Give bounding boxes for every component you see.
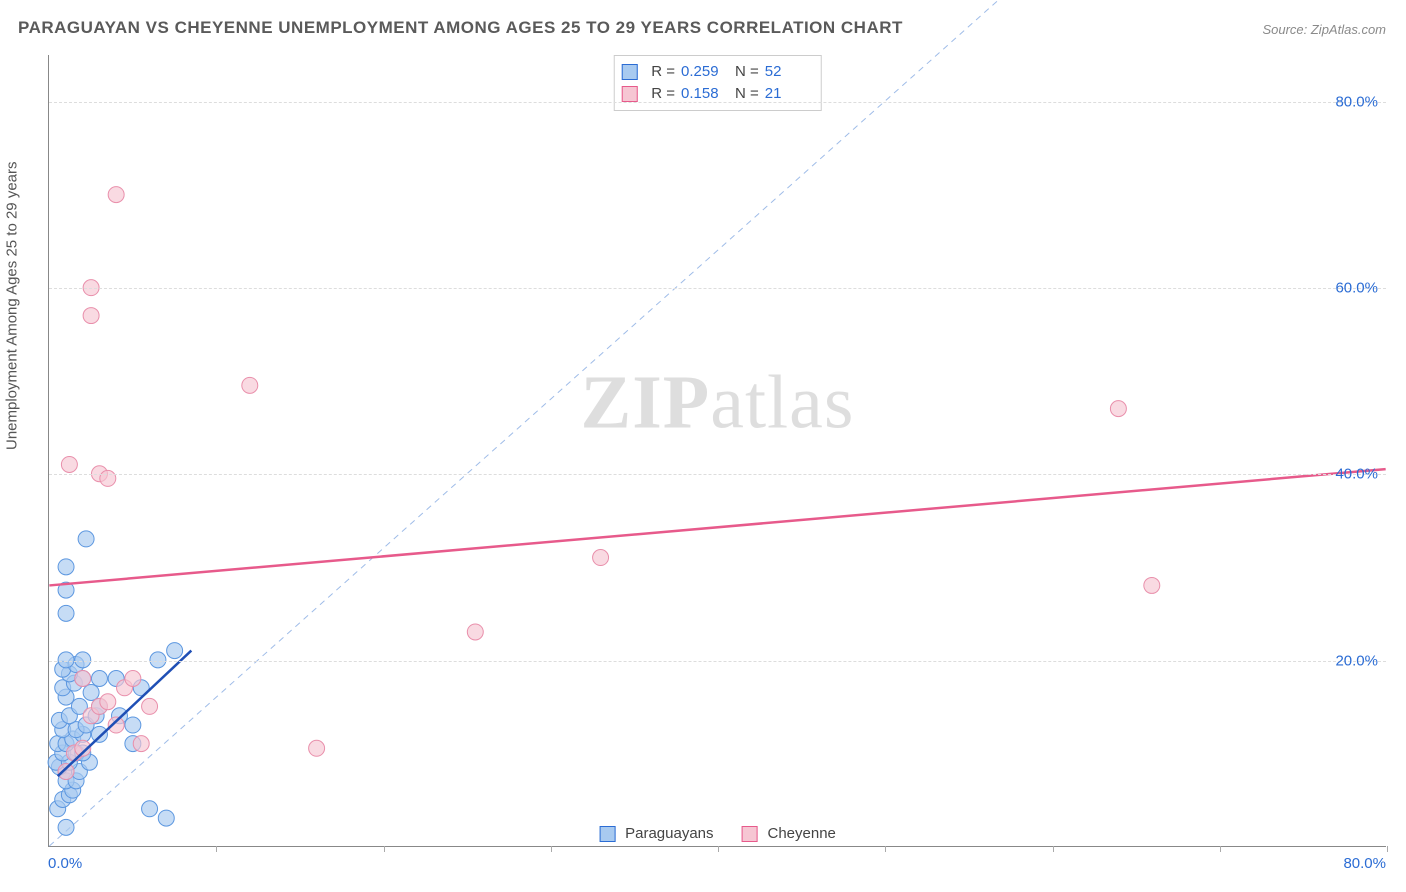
chart-svg xyxy=(49,55,1386,846)
legend-item-cheyenne: Cheyenne xyxy=(742,825,836,842)
y-axis-label: Unemployment Among Ages 25 to 29 years xyxy=(4,161,21,450)
bottom-legend: Paraguayans Cheyenne xyxy=(593,825,842,842)
chart-source: Source: ZipAtlas.com xyxy=(1262,22,1386,37)
legend-swatch-blue xyxy=(599,826,615,842)
plot-area: ZIPatlas R = 0.259 N = 52 R = 0.158 N = … xyxy=(48,55,1386,847)
x-max-label: 80.0% xyxy=(1343,855,1386,872)
chart-title: PARAGUAYAN VS CHEYENNE UNEMPLOYMENT AMON… xyxy=(18,18,903,38)
legend-swatch-pink xyxy=(742,826,758,842)
x-origin-label: 0.0% xyxy=(48,855,82,872)
legend-item-paraguayans: Paraguayans xyxy=(599,825,713,842)
chart-container: { "title": "PARAGUAYAN VS CHEYENNE UNEMP… xyxy=(0,0,1406,892)
